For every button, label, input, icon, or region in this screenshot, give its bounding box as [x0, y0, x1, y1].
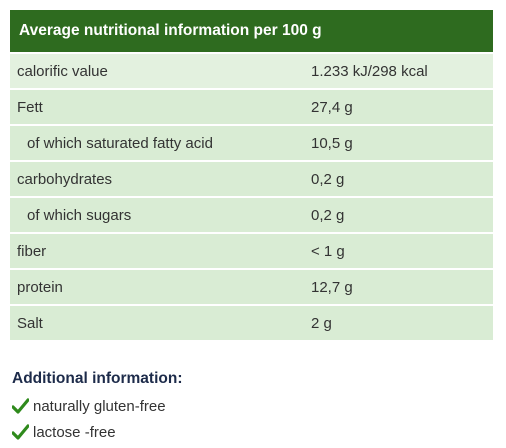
- info-text: naturally gluten-free: [33, 397, 166, 415]
- info-text: lactose -free: [33, 423, 116, 441]
- row-label: protein: [10, 268, 306, 305]
- table-header: Average nutritional information per 100 …: [10, 10, 493, 53]
- row-label: Fett: [10, 88, 306, 125]
- row-value: 10,5 g: [306, 124, 493, 161]
- row-label: Salt: [10, 304, 306, 340]
- row-value: 2 g: [306, 304, 493, 340]
- additional-title: Additional information:: [12, 370, 183, 387]
- row-value: 0,2 g: [306, 160, 493, 197]
- row-label: fiber: [10, 232, 306, 269]
- row-label: of which saturated fatty acid: [10, 124, 306, 161]
- info-item: lactose -free: [12, 421, 116, 443]
- check-icon: [12, 424, 29, 440]
- row-value: 12,7 g: [306, 268, 493, 305]
- row-value: 27,4 g: [306, 88, 493, 125]
- check-icon: [12, 398, 29, 414]
- row-value: 1.233 kJ/298 kcal: [306, 52, 493, 89]
- row-label: of which sugars: [10, 196, 306, 233]
- row-label: carbohydrates: [10, 160, 306, 197]
- row-value: < 1 g: [306, 232, 493, 269]
- info-item: naturally gluten-free: [12, 395, 166, 417]
- nutrition-table: Average nutritional information per 100 …: [10, 10, 493, 340]
- row-label: calorific value: [10, 52, 306, 89]
- row-value: 0,2 g: [306, 196, 493, 233]
